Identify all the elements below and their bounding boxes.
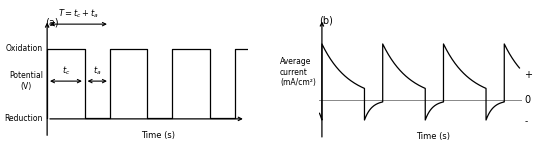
Text: (b): (b): [320, 16, 333, 26]
Text: Reduction: Reduction: [4, 114, 43, 123]
Text: +: +: [524, 70, 532, 80]
Text: Oxidation: Oxidation: [6, 44, 43, 53]
Text: $t_a$: $t_a$: [93, 64, 102, 77]
Text: 0: 0: [524, 95, 530, 105]
Text: -: -: [524, 117, 527, 126]
Text: Time (s): Time (s): [416, 132, 450, 141]
Text: Average
current
(mA/cm²): Average current (mA/cm²): [280, 57, 316, 87]
Text: $T = t_c + t_a$: $T = t_c + t_a$: [58, 7, 99, 20]
Text: Potential
(V): Potential (V): [9, 71, 43, 91]
Text: (a): (a): [45, 17, 58, 27]
Text: $t_c$: $t_c$: [62, 64, 70, 77]
Text: Time (s): Time (s): [141, 131, 175, 140]
